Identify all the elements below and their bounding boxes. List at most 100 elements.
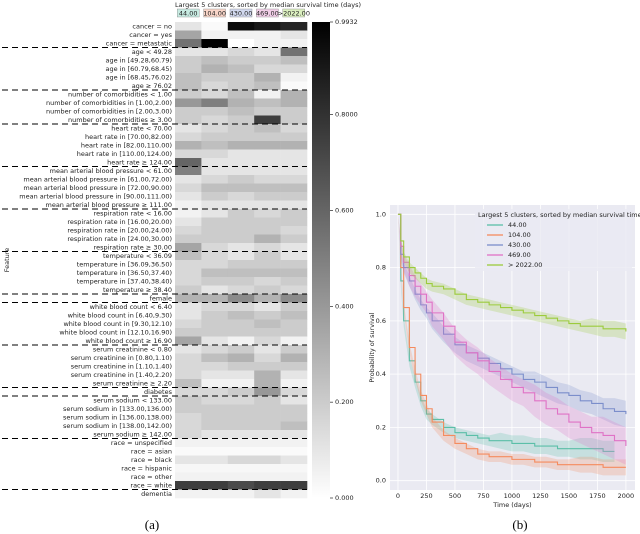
heatmap-cell xyxy=(201,396,229,405)
heatmap-cell xyxy=(201,447,229,456)
row-label: serum creatinine ≥ 2.20 xyxy=(93,379,172,387)
colorbar xyxy=(312,22,330,498)
heatmap-cell xyxy=(201,158,229,167)
heatmap-cell xyxy=(227,124,255,133)
heatmap-cell xyxy=(280,39,308,48)
heatmap-cell xyxy=(227,268,255,278)
heatmap-cell xyxy=(254,285,281,295)
heatmap-cell xyxy=(227,166,255,176)
row-label: heart rate ≥ 124.00 xyxy=(107,158,172,166)
survival-line xyxy=(397,213,627,332)
heatmap-cell xyxy=(175,166,202,176)
heatmap-cell xyxy=(175,251,202,261)
heatmap-cell xyxy=(201,22,229,31)
heatmap-cell xyxy=(201,379,229,388)
heatmap-cell xyxy=(280,455,308,465)
heatmap-cell xyxy=(175,319,202,329)
heatmap-cell xyxy=(201,226,229,235)
heatmap-cell xyxy=(201,421,229,431)
y-tick-label: 0.4 xyxy=(376,370,386,378)
heatmap-cell xyxy=(280,268,308,278)
heatmap-cell xyxy=(254,39,281,48)
heatmap-cell xyxy=(280,413,308,422)
row-label: race = white xyxy=(130,481,172,489)
heatmap-cell xyxy=(175,141,202,150)
heatmap-cell xyxy=(280,124,308,133)
heatmap-cell xyxy=(175,336,202,346)
heatmap-cell xyxy=(227,132,255,142)
heatmap-cell xyxy=(175,260,202,269)
heatmap-cell xyxy=(227,481,255,490)
heatmap-cell xyxy=(227,311,255,320)
x-tick-label: 750 xyxy=(477,492,489,500)
row-label: race = hispanic xyxy=(121,464,172,472)
heatmap-cell xyxy=(280,175,308,184)
heatmap-cell xyxy=(280,396,308,405)
heatmap-cell xyxy=(175,132,202,142)
y-axis-label: Probability of survival xyxy=(368,312,376,382)
heatmap-cell xyxy=(280,107,308,116)
column-header-box xyxy=(282,8,305,18)
heatmap-cell xyxy=(280,47,308,57)
heatmap-cell xyxy=(254,311,281,320)
heatmap-cell xyxy=(280,421,308,431)
heatmap-cell xyxy=(280,387,308,397)
heatmap-cell xyxy=(227,277,255,286)
heatmap-cell xyxy=(280,489,308,499)
heatmap-cell xyxy=(227,370,255,380)
heatmap-cell xyxy=(280,336,308,346)
row-label: race = black xyxy=(131,456,172,464)
row-label: mean arterial blood pressure in [72.00,9… xyxy=(23,184,172,192)
row-label: serum creatinine in [1.40,2.20) xyxy=(71,371,172,379)
caption: (b) xyxy=(512,517,527,532)
caption: (a) xyxy=(145,517,159,532)
heatmap-cell xyxy=(280,209,308,218)
row-label: respiration rate in [16.00,20.00) xyxy=(67,218,172,226)
heatmap-cell xyxy=(254,353,281,363)
heatmap-cell xyxy=(201,438,229,448)
heatmap-cell xyxy=(227,217,255,227)
heatmap-cell xyxy=(254,115,281,125)
row-label: race = asian xyxy=(131,447,172,455)
heatmap-cell xyxy=(201,268,229,278)
x-tick-label: 0 xyxy=(396,492,400,500)
row-label: mean arterial blood pressure < 61.00 xyxy=(50,167,172,175)
heatmap-cell xyxy=(201,413,229,422)
heatmap-cell xyxy=(227,115,255,125)
row-label: heart rate in [82.00,110.00) xyxy=(81,141,172,149)
row-label: age < 49.28 xyxy=(132,48,172,56)
y-tick-label: 0.2 xyxy=(376,423,386,431)
heatmap-cell xyxy=(227,243,255,252)
heatmap-cell xyxy=(254,217,281,227)
row-label: heart rate in [110.00,124.00) xyxy=(77,150,172,158)
heatmap-cell xyxy=(280,115,308,125)
heatmap-cell xyxy=(280,430,308,439)
heatmap-cell xyxy=(201,260,229,269)
heatmap-cell xyxy=(175,268,202,278)
heatmap-cell xyxy=(280,234,308,244)
heatmap-cell xyxy=(254,328,281,337)
column-header: >2022.00 xyxy=(278,10,310,18)
heatmap-cell xyxy=(227,336,255,346)
y-tick-label: 0.8 xyxy=(376,264,386,272)
heatmap-cell xyxy=(280,141,308,150)
heatmap-cell xyxy=(175,481,202,490)
heatmap-cell xyxy=(175,22,202,31)
survival-line xyxy=(397,213,615,452)
colorbar-tick-label: 0.9932 xyxy=(335,18,358,26)
heatmap-cell xyxy=(175,90,202,99)
heatmap-cell xyxy=(280,379,308,388)
heatmap-cell xyxy=(201,149,229,159)
heatmap-cell xyxy=(280,192,308,201)
heatmap-cell xyxy=(175,30,202,40)
heatmap-cell xyxy=(254,107,281,116)
heatmap-cell xyxy=(254,166,281,176)
heatmap-cell xyxy=(201,285,229,295)
heatmap-cell xyxy=(175,209,202,218)
x-axis-label: Time (days) xyxy=(492,501,531,509)
heatmap-cell xyxy=(227,22,255,31)
heatmap-cell xyxy=(227,302,255,312)
confidence-band xyxy=(397,214,626,465)
heatmap-cell xyxy=(280,294,308,303)
